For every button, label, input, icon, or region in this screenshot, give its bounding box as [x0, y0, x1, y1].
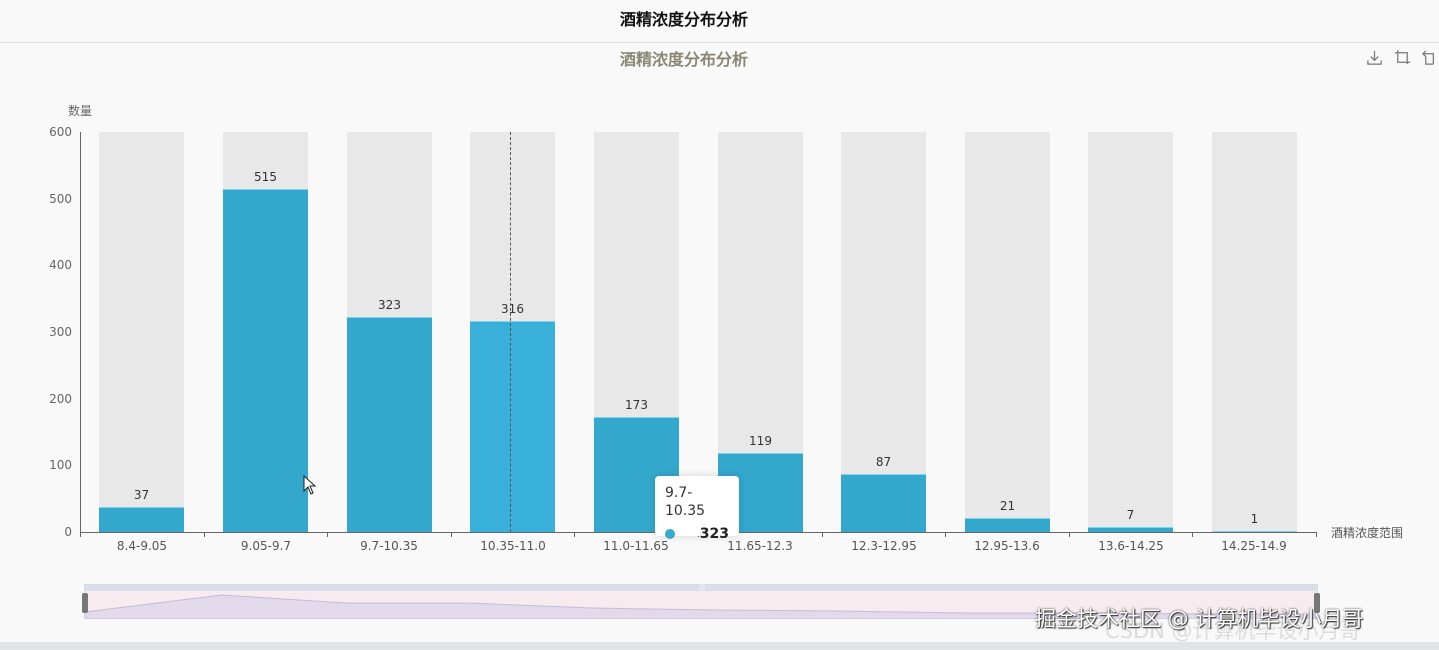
restore-icon — [1421, 49, 1434, 65]
chart-tooltip: 9.7-10.35 323 — [655, 476, 739, 542]
x-tick-mark — [822, 532, 823, 537]
restore-button[interactable] — [1421, 48, 1439, 66]
bar-background — [841, 132, 926, 532]
x-tick-mark — [1316, 532, 1317, 537]
tooltip-marker-icon — [665, 529, 675, 539]
bar-14.25-14.9[interactable] — [1212, 531, 1297, 532]
chart-title: 酒精浓度分布分析 — [619, 50, 748, 69]
y-tick: 0 — [64, 525, 72, 539]
page-title: 酒精浓度分布分析 — [619, 10, 748, 29]
x-tick-mark — [1192, 532, 1193, 537]
mouse-cursor-icon — [303, 475, 317, 495]
zoom-select-icon — [1394, 49, 1410, 64]
tooltip-value: 323 — [699, 526, 729, 542]
y-tick: 600 — [49, 125, 72, 139]
bar-value-label: 37 — [133, 488, 150, 502]
bar-12.3-12.95[interactable] — [841, 474, 926, 532]
divider — [0, 42, 1439, 43]
bar-value-label: 316 — [501, 302, 524, 316]
bar-8.4-9.05[interactable] — [99, 507, 184, 532]
bar-background — [965, 132, 1050, 532]
y-tick: 300 — [49, 325, 72, 339]
data-zoom-preview-area — [85, 594, 1317, 619]
x-tick-label: 10.35-11.0 — [480, 539, 546, 553]
bottom-strip — [0, 642, 1439, 650]
bar-value-label: 173 — [625, 398, 648, 412]
bar-9.7-10.35[interactable] — [347, 317, 432, 532]
watermark: 掘金技术社区 @ 计算机毕设小月哥 — [1035, 607, 1364, 631]
y-axis-line — [80, 132, 81, 532]
bar-value-label: 515 — [254, 170, 277, 184]
bar-background — [99, 132, 184, 532]
x-tick-label: 14.25-14.9 — [1221, 539, 1287, 553]
x-tick-label: 9.05-9.7 — [240, 539, 292, 553]
tooltip-title: 9.7-10.35 — [665, 485, 706, 519]
bar-value-label: 21 — [999, 499, 1016, 513]
x-tick-mark — [327, 532, 328, 537]
x-tick-mark — [945, 532, 946, 537]
bar-value-label: 7 — [1126, 508, 1135, 522]
bar-background — [1212, 132, 1297, 532]
save-as-image-button[interactable] — [1365, 48, 1383, 66]
tooltip-row: 323 — [665, 526, 729, 542]
y-tick: 200 — [49, 392, 72, 406]
x-tick-mark — [204, 532, 205, 537]
x-tick-mark — [451, 532, 452, 537]
x-tick-label: 12.95-13.6 — [974, 539, 1040, 553]
bar-10.35-11.0[interactable] — [470, 321, 555, 532]
data-zoom-move-bar[interactable]: ||| — [85, 585, 1317, 591]
chart-toolbox — [1365, 48, 1439, 66]
x-tick-label: 13.6-14.25 — [1098, 539, 1164, 553]
y-tick: 500 — [49, 192, 72, 206]
x-tick-label: 11.0-11.65 — [603, 539, 669, 553]
bar-value-label: 1 — [1250, 512, 1259, 526]
bar-value-label: 119 — [749, 434, 772, 448]
x-tick-mark — [574, 532, 575, 537]
x-tick-label: 9.7-10.35 — [360, 539, 418, 553]
x-tick-label: 11.65-12.3 — [727, 539, 793, 553]
y-axis-name: 数量 — [68, 104, 93, 118]
y-tick: 100 — [49, 458, 72, 472]
bar-12.95-13.6[interactable] — [965, 518, 1050, 532]
x-axis-name: 酒精浓度范围 — [1331, 526, 1404, 540]
data-zoom-start-handle[interactable] — [82, 593, 88, 613]
data-zoom-slider[interactable]: ||| — [82, 584, 1320, 619]
axis-pointer-line — [510, 132, 511, 532]
bar-13.6-14.25[interactable] — [1088, 527, 1173, 532]
bar-value-label: 87 — [875, 455, 892, 469]
download-icon — [1366, 50, 1382, 65]
x-tick-label: 8.4-9.05 — [116, 539, 168, 553]
bar-value-label: 323 — [378, 298, 401, 312]
x-tick-mark — [1069, 532, 1070, 537]
x-tick-label: 12.3-12.95 — [851, 539, 917, 553]
y-tick: 400 — [49, 258, 72, 272]
bar-background — [1088, 132, 1173, 532]
watermark-faded: CSDN @计算机毕设小月哥 — [1105, 619, 1361, 643]
bar-9.05-9.7[interactable] — [223, 189, 308, 532]
grip-icon: ||| — [699, 584, 706, 591]
data-zoom-button[interactable] — [1393, 48, 1411, 66]
x-tick-mark — [80, 532, 81, 537]
data-zoom-end-handle[interactable] — [1314, 593, 1320, 613]
